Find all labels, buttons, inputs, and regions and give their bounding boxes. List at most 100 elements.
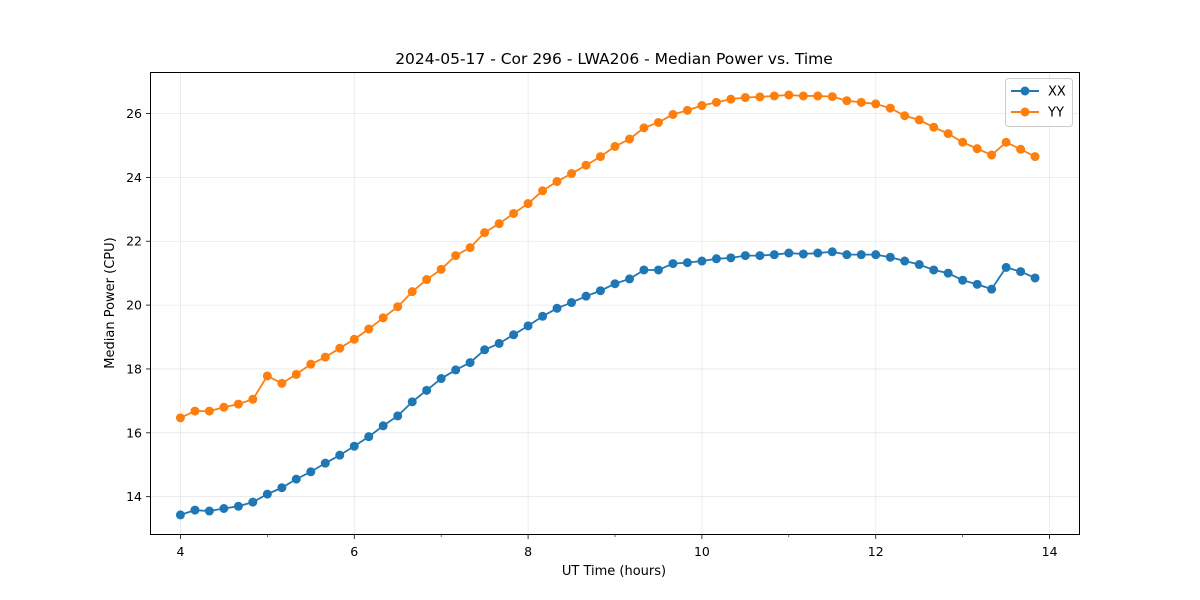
data-point-yy <box>595 152 605 162</box>
data-point-yy <box>291 369 301 379</box>
data-point-yy <box>175 413 185 423</box>
data-point-yy <box>682 105 692 115</box>
data-point-yy <box>407 287 417 297</box>
data-point-xx <box>277 483 287 493</box>
data-point-xx <box>682 258 692 268</box>
data-point-xx <box>465 358 475 368</box>
data-point-xx <box>552 303 562 313</box>
data-point-yy <box>465 243 475 253</box>
y-tick-label: 22 <box>126 234 142 249</box>
chart-title: 2024-05-17 - Cor 296 - LWA206 - Median P… <box>395 50 833 68</box>
data-point-xx <box>914 260 924 270</box>
data-point-yy <box>480 228 490 238</box>
data-point-xx <box>929 265 939 275</box>
data-point-yy <box>538 186 548 196</box>
data-point-yy <box>494 219 504 229</box>
data-point-xx <box>740 251 750 261</box>
data-point-xx <box>755 251 765 261</box>
data-point-xx <box>291 474 301 484</box>
data-point-yy <box>958 137 968 147</box>
data-point-yy <box>422 275 432 285</box>
x-tick-label: 14 <box>1042 544 1058 559</box>
data-point-yy <box>653 117 663 127</box>
data-point-xx <box>306 467 316 477</box>
data-point-yy <box>393 302 403 312</box>
data-point-yy <box>248 394 258 404</box>
legend: XX YY <box>1005 78 1073 127</box>
y-tick-label: 20 <box>126 298 142 313</box>
data-point-yy <box>798 91 808 101</box>
data-point-yy <box>1016 144 1026 154</box>
data-point-yy <box>697 101 707 111</box>
data-point-xx <box>233 501 243 511</box>
data-point-xx <box>1016 267 1026 277</box>
series-layer <box>175 90 1040 520</box>
data-point-xx <box>219 503 229 513</box>
y-axis-label: Median Power (CPU) <box>103 237 118 368</box>
data-point-xx <box>393 411 403 421</box>
x-tick-label: 4 <box>176 544 184 559</box>
y-tick-label: 18 <box>126 361 142 376</box>
data-point-xx <box>900 256 910 266</box>
data-point-yy <box>306 359 316 369</box>
data-point-xx <box>625 274 635 284</box>
data-point-xx <box>204 506 214 516</box>
data-point-xx <box>567 298 577 308</box>
data-point-yy <box>219 402 229 412</box>
data-point-yy <box>320 352 330 362</box>
x-tick-label: 8 <box>524 544 532 559</box>
data-point-xx <box>378 421 388 431</box>
data-point-xx <box>538 311 548 321</box>
data-point-yy <box>625 134 635 144</box>
data-point-yy <box>233 399 243 409</box>
data-point-yy <box>827 92 837 102</box>
data-point-xx <box>364 432 374 442</box>
data-point-yy <box>639 123 649 133</box>
data-point-xx <box>769 250 779 260</box>
data-point-xx <box>827 247 837 257</box>
data-point-yy <box>972 144 982 154</box>
data-point-xx <box>1001 262 1011 272</box>
data-point-xx <box>436 374 446 384</box>
data-point-yy <box>668 109 678 119</box>
data-point-xx <box>871 250 881 260</box>
data-point-xx <box>262 489 272 499</box>
data-point-xx <box>653 265 663 275</box>
data-point-xx <box>1030 273 1040 283</box>
data-point-yy <box>509 208 519 218</box>
data-point-yy <box>755 92 765 102</box>
data-point-yy <box>711 97 721 107</box>
data-point-yy <box>190 406 200 416</box>
data-point-xx <box>639 265 649 275</box>
data-point-yy <box>900 111 910 121</box>
data-point-xx <box>349 441 359 451</box>
legend-marker-xx <box>1020 86 1030 96</box>
y-tick-label: 16 <box>126 425 142 440</box>
data-point-xx <box>494 338 504 348</box>
data-point-yy <box>987 150 997 160</box>
plot-frame <box>150 72 1080 535</box>
data-point-xx <box>407 397 417 407</box>
data-point-yy <box>914 115 924 125</box>
data-point-yy <box>1030 152 1040 162</box>
data-point-yy <box>610 141 620 151</box>
data-point-xx <box>813 248 823 258</box>
data-point-xx <box>480 345 490 355</box>
data-point-yy <box>885 103 895 113</box>
data-point-yy <box>523 199 533 209</box>
y-tick-label: 14 <box>126 489 142 504</box>
series-xx <box>175 247 1040 520</box>
data-point-xx <box>784 248 794 258</box>
data-point-yy <box>784 90 794 100</box>
tick-layer: 4 6 8 10 12 14 14 16 18 20 22 24 26 <box>126 106 1057 559</box>
x-tick-label: 6 <box>350 544 358 559</box>
data-point-yy <box>364 324 374 334</box>
data-point-yy <box>436 264 446 274</box>
data-point-xx <box>248 497 258 507</box>
legend-label-xx: XX <box>1048 85 1066 100</box>
series-yy <box>175 90 1040 423</box>
data-point-xx <box>320 458 330 468</box>
data-point-xx <box>175 510 185 520</box>
x-tick-label: 10 <box>694 544 710 559</box>
